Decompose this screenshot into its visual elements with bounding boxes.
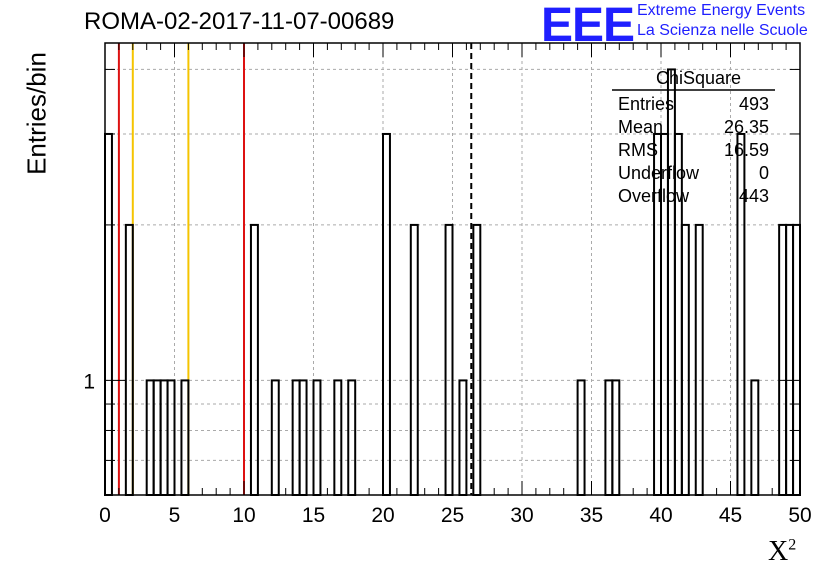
- histogram-bin: [104, 132, 113, 497]
- x-tick-label: 0: [99, 504, 111, 527]
- stats-label: Entries: [618, 94, 674, 114]
- x-tick-label: 45: [719, 504, 742, 527]
- x-axis-label: X2: [768, 536, 797, 567]
- histogram-bin: [750, 379, 760, 496]
- x-tick-label: 35: [580, 504, 603, 527]
- histogram-bin: [409, 223, 419, 496]
- stats-label: RMS: [618, 140, 658, 160]
- stats-value: 493: [739, 94, 769, 114]
- histogram-bin: [611, 379, 621, 496]
- stats-value: 16.59: [724, 140, 769, 160]
- stats-title: ChiSquare: [656, 68, 741, 88]
- histogram-bin: [604, 379, 614, 496]
- histogram-bin: [347, 379, 357, 496]
- x-tick-label: 15: [302, 504, 325, 527]
- eee-logo: EEE: [541, 0, 635, 52]
- histogram-bin: [458, 379, 468, 496]
- histogram-bin: [576, 379, 586, 496]
- histogram-bin: [382, 132, 391, 497]
- x-tick-label: 40: [649, 504, 672, 527]
- histogram-bin: [249, 223, 259, 496]
- stats-box: ChiSquare Entries 493 Mean 26.35 RMS 16.59 Unde…: [612, 68, 775, 206]
- x-tick-label: 25: [441, 504, 464, 527]
- histogram-bin: [166, 379, 176, 496]
- histogram-bin: [785, 223, 795, 496]
- stats-label: Mean: [618, 117, 663, 137]
- histogram-bin: [778, 223, 788, 496]
- histogram-bin: [152, 379, 162, 496]
- logo-caption-line2: La Scienza nelle Scuole: [637, 22, 808, 39]
- histogram-bin: [298, 379, 308, 496]
- histogram-bin: [444, 223, 454, 496]
- stats-value: 26.35: [724, 117, 769, 137]
- x-tick-label: 20: [371, 504, 394, 527]
- histogram-bin: [270, 379, 280, 496]
- x-tick-label: 50: [788, 504, 811, 527]
- histogram-bin: [180, 379, 190, 496]
- histogram-bin: [666, 68, 676, 496]
- stats-value: 0: [759, 163, 769, 183]
- run-title: ROMA-02-2017-11-07-00689: [84, 8, 395, 35]
- histogram-bin: [792, 223, 801, 496]
- histogram-bin: [312, 379, 322, 496]
- histogram-bin: [680, 223, 690, 496]
- histogram-bin: [333, 379, 343, 496]
- histogram-bin: [291, 379, 301, 496]
- stats-label: Overflow: [618, 186, 690, 206]
- x-tick-label: 10: [232, 504, 255, 527]
- axis-ticks: 0 5 10 15 20 25 30 35 40 45 50 1: [83, 43, 812, 527]
- logo-caption-line1: Extreme Energy Events: [637, 2, 806, 19]
- x-tick-label: 5: [169, 504, 181, 527]
- stats-value: 443: [739, 186, 769, 206]
- y-tick-label: 1: [83, 370, 95, 393]
- stats-label: Underflow: [618, 163, 700, 183]
- histogram-bin: [472, 223, 482, 496]
- histogram-bin: [694, 223, 704, 496]
- grid-layer: [105, 43, 800, 495]
- histogram-bin: [159, 379, 169, 496]
- x-tick-label: 30: [510, 504, 533, 527]
- histogram-bin: [124, 223, 134, 496]
- histogram-bin: [145, 379, 155, 496]
